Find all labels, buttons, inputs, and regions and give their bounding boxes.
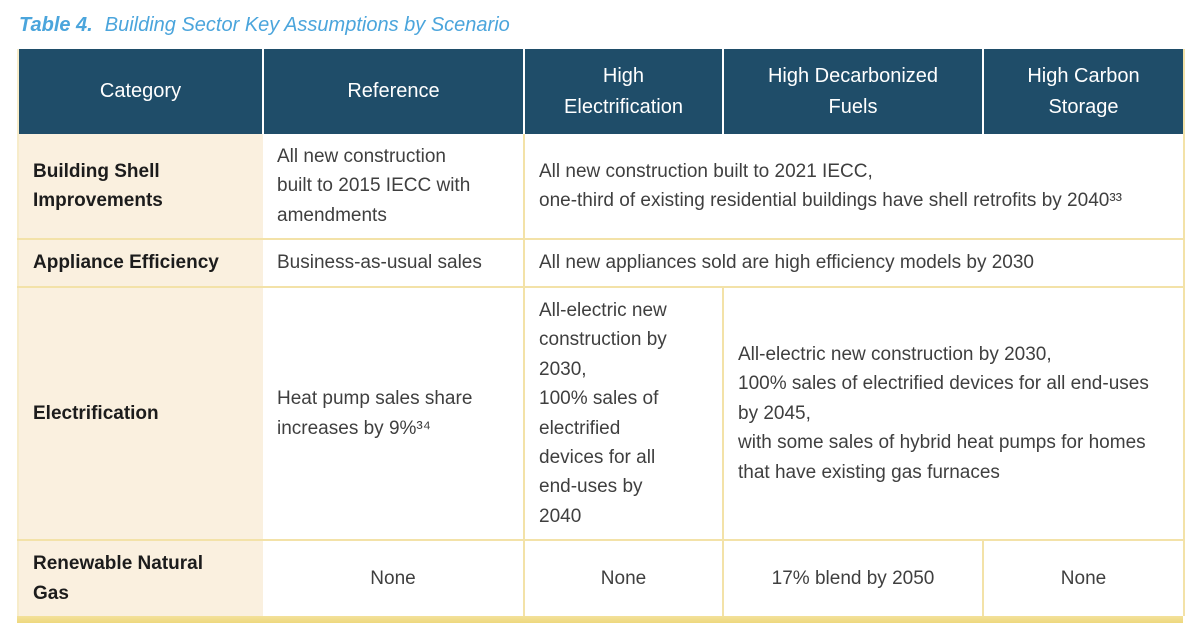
row-category-renewable-natural-gas: Renewable Natural Gas <box>18 539 263 617</box>
col-header-reference: Reference <box>262 49 524 134</box>
cell-rng-high-carbon-storage: None <box>982 539 1184 617</box>
cell-electrification-high-electrification: All-electric new construction by 2030, 1… <box>523 285 723 541</box>
row-category-building-shell: Building Shell Improvements <box>18 134 263 240</box>
table-row-renewable-natural-gas: Renewable Natural Gas None None 17% blen… <box>18 539 1184 617</box>
table-row-building-shell: Building Shell Improvements All new cons… <box>18 134 1184 240</box>
table-caption-number: Table 4. <box>19 14 93 36</box>
row-category-appliance-efficiency: Appliance Efficiency <box>18 238 263 287</box>
col-header-category: Category <box>18 49 263 134</box>
table-row-electrification: Electrification Heat pump sales share in… <box>18 285 1184 541</box>
table-caption-title: Building Sector Key Assumptions by Scena… <box>104 14 510 36</box>
row-category-electrification: Electrification <box>18 285 263 541</box>
table-header-row: Category Reference High Electrification … <box>18 49 1184 134</box>
table-bottom-border <box>17 616 1183 624</box>
cell-appliance-all-scenarios: All new appliances sold are high efficie… <box>523 238 1184 287</box>
assumptions-table: Category Reference High Electrification … <box>17 49 1185 617</box>
col-header-high-electrification: High Electrification <box>523 49 723 134</box>
cell-electrification-reference: Heat pump sales share increases by 9%³⁴ <box>263 285 524 541</box>
table-row-appliance-efficiency: Appliance Efficiency Business-as-usual s… <box>18 238 1184 287</box>
cell-rng-high-decarbonized-fuels: 17% blend by 2050 <box>722 539 983 617</box>
table-caption: Table 4. Building Sector Key Assumptions … <box>19 14 1183 37</box>
cell-appliance-reference: Business-as-usual sales <box>263 238 524 287</box>
col-header-high-decarbonized-fuels: High Decarbonized Fuels <box>722 49 983 134</box>
cell-electrification-decarb-carbon: All-electric new construction by 2030, 1… <box>722 285 1184 541</box>
cell-building-shell-reference: All new construction built to 2015 IECC … <box>277 146 471 226</box>
cell-rng-high-electrification: None <box>523 539 723 617</box>
col-header-high-carbon-storage: High Carbon Storage <box>982 49 1184 134</box>
cell-building-shell-all-scenarios: All new construction built to 2021 IECC,… <box>523 134 1184 240</box>
cell-rng-reference: None <box>263 539 524 617</box>
